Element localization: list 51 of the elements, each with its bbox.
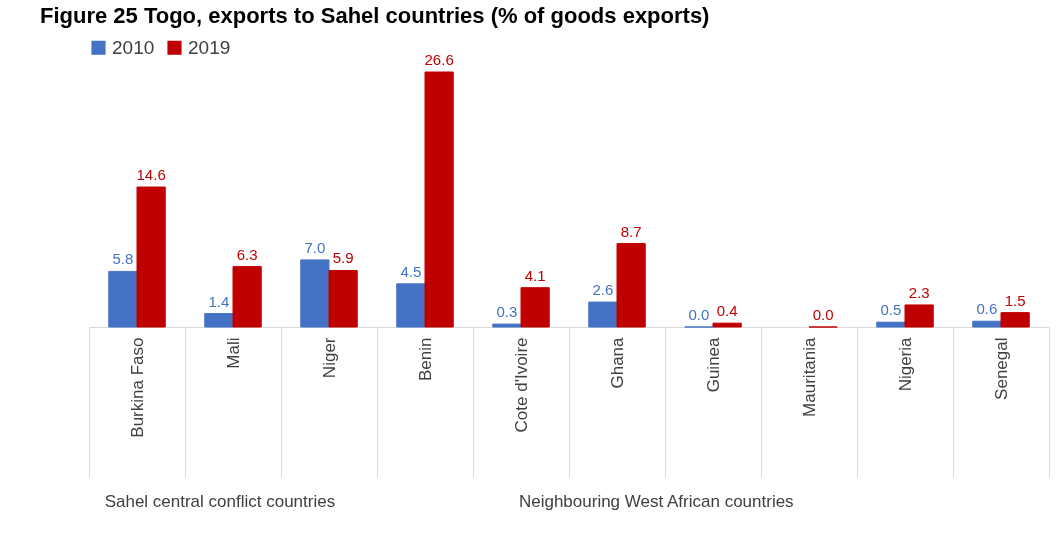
text: Sahel central conflict countries <box>104 492 336 511</box>
text: Neighbouring West African countries <box>518 492 794 511</box>
bar <box>904 304 934 328</box>
data-label: 7.0 <box>304 238 326 256</box>
bar <box>328 269 358 328</box>
x-tick-label: Guinea <box>703 336 723 393</box>
data-label: 8.7 <box>620 222 642 240</box>
x-tick-label: Benin <box>415 337 435 381</box>
bar <box>616 243 646 328</box>
x-tick-label: Cote d'Ivoire <box>511 337 531 433</box>
data-label: 26.6 <box>424 51 454 68</box>
chart-title: Figure 25 Togo, exports to Sahel countries (% of goods exports) <box>40 3 710 28</box>
bar <box>232 266 262 328</box>
data-label: 1.4 <box>208 292 230 310</box>
bar <box>588 301 618 328</box>
data-label: 5.8 <box>112 250 134 268</box>
x-tick-label: Ghana <box>607 336 627 389</box>
x-tick-label: Niger <box>319 337 339 379</box>
bar <box>972 320 1002 328</box>
bar <box>396 283 426 328</box>
bar <box>136 186 166 328</box>
data-label: 14.6 <box>136 166 166 184</box>
bar <box>876 321 906 328</box>
data-label: 4.5 <box>400 262 422 280</box>
data-label: 0.4 <box>716 302 738 320</box>
data-label: 1.5 <box>1004 291 1026 309</box>
data-label: 6.3 <box>236 245 258 263</box>
legend-label: 2019 <box>188 36 231 58</box>
bar <box>300 259 330 328</box>
x-tick-label: Mali <box>223 337 243 369</box>
bar <box>204 313 234 328</box>
bar <box>1000 312 1030 328</box>
x-tick-label: Burkina Faso <box>127 337 147 438</box>
bar <box>492 323 522 328</box>
data-label: 2.6 <box>592 281 614 299</box>
data-label: 0.5 <box>880 301 902 319</box>
data-label: 0.0 <box>688 306 710 323</box>
data-label: 2.3 <box>908 283 930 301</box>
x-tick-label: Mauritania <box>799 336 819 417</box>
bar <box>520 287 550 328</box>
data-label: 0.6 <box>976 300 998 318</box>
legend-label: 2010 <box>112 36 155 58</box>
bar <box>712 322 742 328</box>
bar <box>108 270 138 328</box>
data-label: 4.1 <box>524 266 546 284</box>
bar <box>424 71 454 328</box>
x-tick-label: Senegal <box>991 337 1011 400</box>
x-tick-label: Nigeria <box>895 336 915 392</box>
data-label: 0.0 <box>812 306 834 323</box>
data-label: 0.3 <box>496 303 518 321</box>
data-label: 5.9 <box>332 249 354 267</box>
